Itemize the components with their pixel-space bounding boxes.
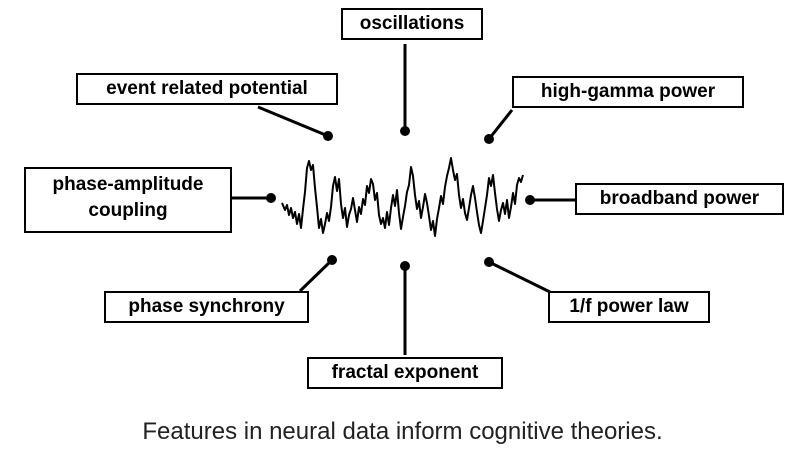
dot-broadband-power [525, 195, 535, 205]
dot-phase-synchrony [327, 255, 337, 265]
label-phase-synchrony: phase synchrony [104, 291, 309, 323]
dot-one-over-f [484, 257, 494, 267]
label-oscillations: oscillations [341, 8, 483, 40]
dot-event-related-potential [323, 131, 333, 141]
label-coupling-line2: coupling [88, 200, 168, 221]
connector-event-related-potential [257, 105, 329, 138]
dot-high-gamma-power [484, 134, 494, 144]
connector-phase-synchrony [298, 258, 334, 293]
dot-phase-amplitude-coupling [266, 193, 276, 203]
figure-caption: Features in neural data inform cognitive… [142, 418, 663, 445]
dot-oscillations [400, 126, 410, 136]
connector-high-gamma-power [487, 109, 514, 140]
label-phase-amplitude-line1: phase-amplitude [52, 174, 204, 195]
label-one-over-f-power-law: 1/f power law [548, 291, 710, 323]
label-phase-amplitude-coupling: phase-amplitude coupling [24, 167, 232, 233]
label-high-gamma-power: high-gamma power [512, 76, 744, 108]
label-fractal-exponent: fractal exponent [307, 357, 503, 389]
label-broadband-power: broadband power [575, 183, 784, 215]
neural-signal-waveform [281, 157, 524, 237]
dot-fractal-exponent [400, 261, 410, 271]
label-event-related-potential: event related potential [76, 73, 338, 105]
connector-one-over-f [488, 260, 551, 294]
